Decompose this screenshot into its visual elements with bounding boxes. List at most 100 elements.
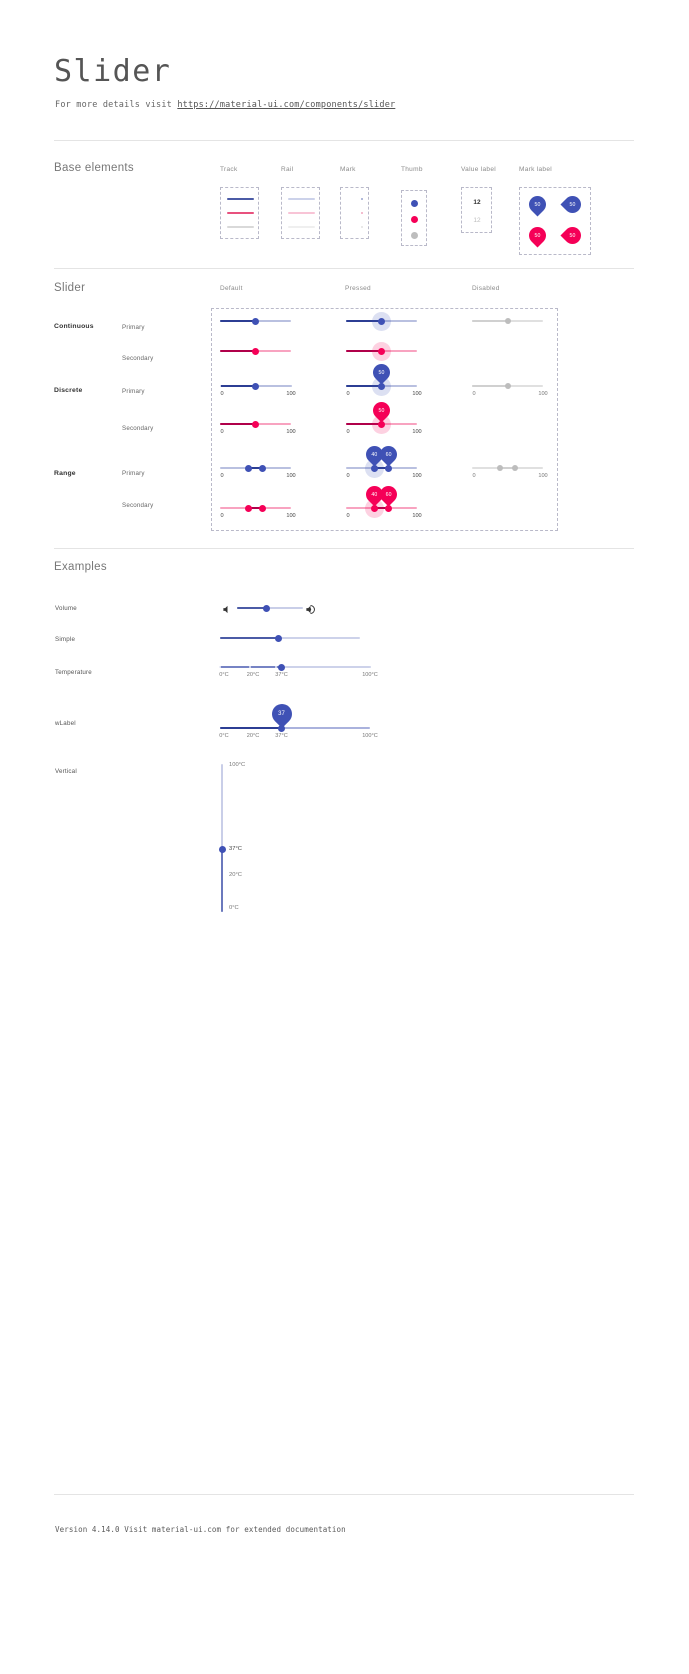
slider-thumb[interactable] — [378, 382, 385, 390]
slider-track — [346, 385, 382, 387]
slider-discrete-primary-pressed[interactable]: 50 0 100 — [346, 360, 422, 397]
slider-track — [220, 637, 279, 639]
pin-value: 50 — [569, 201, 576, 208]
slider-track — [472, 320, 508, 322]
value-pin: 40 — [362, 482, 387, 507]
row-group-discrete: Discrete — [54, 387, 83, 394]
volume-mute-icon[interactable] — [222, 602, 233, 614]
column-header-pressed: Pressed — [345, 285, 371, 292]
footer-divider — [54, 1494, 634, 1495]
column-header-rail: Rail — [281, 166, 294, 173]
slider-thumb-upper[interactable] — [385, 464, 393, 472]
rail-secondary-sample — [288, 212, 315, 214]
slider-continuous-primary-default[interactable] — [220, 315, 291, 327]
slider-track — [346, 423, 382, 425]
slider-track — [346, 320, 382, 322]
page-title: Slider — [54, 54, 172, 89]
slider-temperature[interactable]: 0°C 20°C 37°C 100°C — [219, 661, 378, 678]
row-variant-discrete-secondary: Secondary — [122, 425, 154, 432]
rail-swatch-box — [281, 187, 320, 239]
slider-thumb[interactable] — [252, 420, 259, 428]
slider-mark-label-max: 100 — [538, 473, 548, 479]
page-subtitle: For more details visit https://material-… — [55, 100, 395, 110]
slider-with-label[interactable]: 37 0°C 20°C 37°C 100°C — [219, 699, 378, 739]
slider-mark-label-37: 37°C — [275, 733, 288, 739]
footer-version-text: Version 4.14.0 Visit material-ui.com for… — [55, 1525, 346, 1534]
slider-thumb[interactable] — [218, 845, 226, 853]
slider-rail — [220, 637, 360, 639]
pin-value: 50 — [569, 232, 576, 239]
row-group-continuous: Continuous — [54, 323, 94, 330]
slider-simple[interactable] — [220, 632, 360, 644]
slider-track — [220, 727, 282, 729]
column-header-mark: Mark — [340, 166, 356, 173]
slider-thumb-upper[interactable] — [259, 504, 267, 512]
slider-thumb[interactable] — [252, 347, 259, 355]
subtitle-prefix: For more details visit — [55, 100, 178, 110]
example-label-temperature: Temperature — [55, 669, 92, 676]
pin-value: 40 — [371, 491, 378, 498]
slider-continuous-primary-pressed[interactable] — [346, 312, 417, 331]
slider-track — [346, 350, 382, 352]
slider-thumb-lower[interactable] — [244, 464, 252, 472]
slider-mark — [369, 666, 371, 668]
slider-thumb[interactable] — [252, 382, 259, 390]
slider-track — [248, 507, 263, 509]
slider-track — [220, 385, 256, 387]
slider-discrete-primary-default[interactable]: 0 100 — [219, 380, 296, 397]
slider-thumb[interactable] — [378, 317, 385, 325]
pin-value: 60 — [385, 491, 392, 498]
value-pin: 37 — [267, 699, 296, 729]
slider-thumb-lower[interactable] — [370, 504, 378, 512]
mark-disabled-sample — [361, 226, 363, 228]
slider-mark — [274, 666, 277, 668]
thumb-primary-sample — [411, 200, 418, 207]
value-label-inactive: 12 — [473, 217, 481, 224]
slider-thumb-lower[interactable] — [370, 464, 378, 472]
slider-volume[interactable] — [237, 602, 303, 614]
slider-thumb[interactable] — [378, 347, 385, 355]
slider-mark-label-max: 100 — [412, 473, 422, 479]
docs-link[interactable]: https://material-ui.com/components/slide… — [177, 100, 396, 110]
slider-range-primary-default[interactable]: 0 100 — [220, 462, 296, 479]
slider-range-primary-disabled: 0 100 — [472, 462, 548, 479]
slider-thumb — [504, 318, 511, 324]
slider-continuous-secondary-pressed[interactable] — [346, 342, 417, 361]
pin-value: 50 — [378, 407, 385, 414]
slider-thumb[interactable] — [378, 420, 385, 428]
slider-thumb-lower[interactable] — [244, 504, 252, 512]
slider-thumb-upper[interactable] — [259, 464, 267, 472]
slider-thumb[interactable] — [278, 663, 285, 671]
slider-range-secondary-pressed[interactable]: 40 60 0 100 — [346, 482, 422, 519]
column-header-disabled: Disabled — [472, 285, 500, 292]
header-divider — [54, 140, 634, 141]
value-pin: 50 — [369, 360, 394, 385]
rail-primary-sample — [288, 198, 315, 200]
slider-mark-label-max: 100 — [286, 429, 296, 435]
slider-thumb-upper[interactable] — [385, 504, 393, 512]
slider-track — [221, 849, 223, 912]
value-pin: 60 — [376, 442, 401, 467]
mark-label-pin-primary-flipped: 50 — [560, 192, 585, 217]
mark-label-pin-secondary-flipped: 50 — [560, 223, 585, 248]
slider-continuous-secondary-default[interactable] — [220, 345, 291, 357]
slider-thumb[interactable] — [263, 604, 271, 612]
slider-discrete-secondary-default[interactable]: 0 100 — [220, 418, 296, 435]
slider-mark-label-max: 100 — [286, 391, 296, 397]
slider-vertical[interactable]: 100°C 37°C 20°C 0°C — [216, 762, 245, 912]
mark-label-pin-secondary: 50 — [525, 223, 550, 248]
slider-mark-label-min: 0 — [346, 473, 350, 479]
row-variant-continuous-secondary: Secondary — [122, 355, 154, 362]
volume-up-icon[interactable] — [305, 602, 316, 614]
slider-range-primary-pressed[interactable]: 40 60 0 100 — [346, 442, 422, 479]
value-label-active: 12 — [473, 199, 481, 206]
slider-thumb[interactable] — [275, 634, 283, 642]
slider-thumb — [504, 383, 511, 389]
slider-track — [500, 467, 515, 469]
mark-label-swatch-box: 50 50 50 50 — [519, 187, 591, 255]
slider-thumb[interactable] — [252, 317, 259, 325]
slider-range-secondary-default[interactable]: 0 100 — [220, 502, 296, 519]
slider-discrete-secondary-pressed[interactable]: 50 0 100 — [346, 398, 422, 435]
row-variant-range-secondary: Secondary — [122, 502, 154, 509]
slider-mark-label-20: 20°C — [246, 672, 260, 678]
